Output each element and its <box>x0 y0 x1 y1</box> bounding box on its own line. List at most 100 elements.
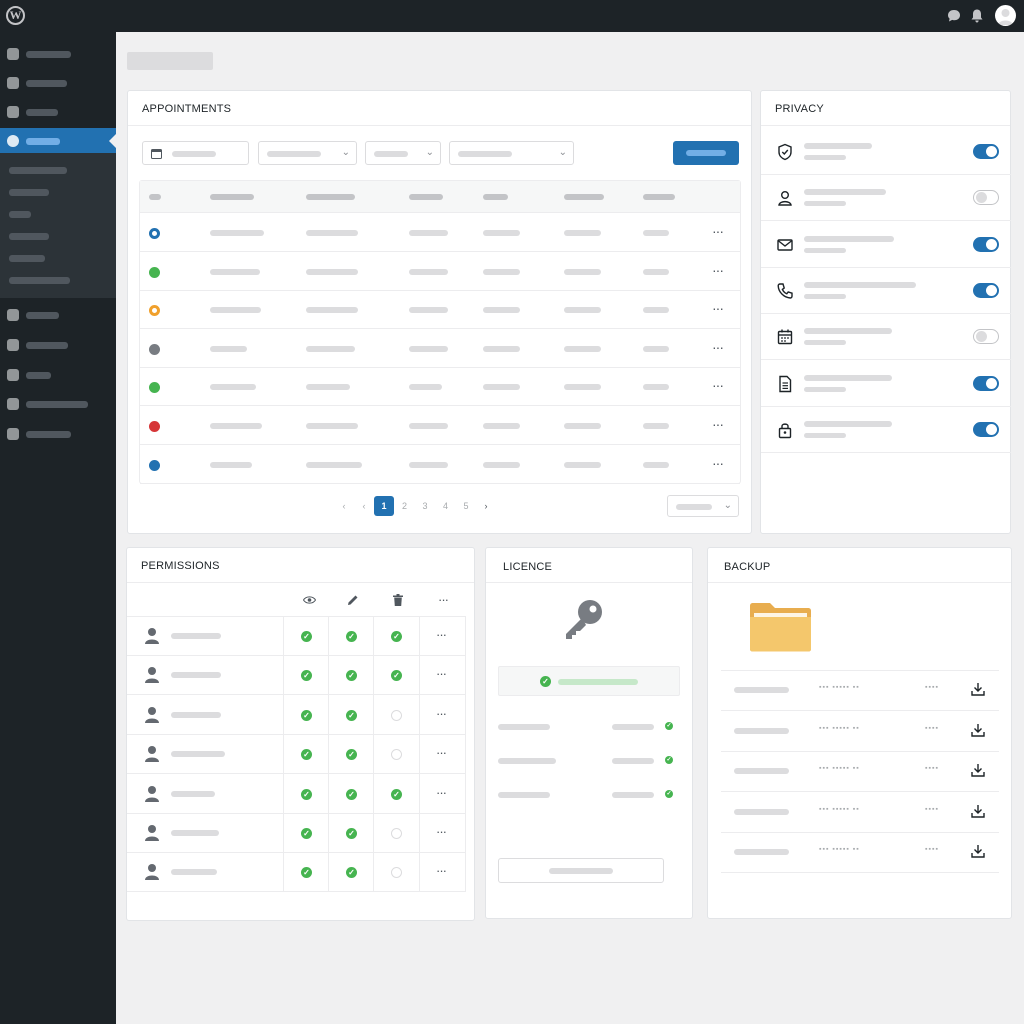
table-row[interactable]: ··· <box>140 330 740 368</box>
pagination-prev-button[interactable]: ‹ <box>362 501 366 511</box>
submenu-item[interactable] <box>9 189 49 196</box>
sidebar-item-9[interactable] <box>0 362 116 388</box>
delete-unchecked[interactable] <box>391 828 402 839</box>
sidebar-submenu <box>0 153 116 298</box>
view-check-icon[interactable]: ✓ <box>301 670 312 682</box>
privacy-toggle[interactable] <box>973 282 999 298</box>
more-icon[interactable]: ··· <box>436 627 447 642</box>
pagination-page-4[interactable]: 4 <box>442 501 448 511</box>
backup-row: ▪▪▪ ▪▪▪▪▪ ▪▪ ▪▪▪▪ <box>721 671 999 711</box>
privacy-toggle[interactable] <box>973 144 999 159</box>
sidebar-item-dashboard[interactable] <box>0 41 116 67</box>
privacy-toggle[interactable] <box>973 190 999 206</box>
view-check-icon[interactable]: ✓ <box>301 867 312 879</box>
delete-unchecked[interactable] <box>391 749 402 761</box>
view-check-icon[interactable]: ✓ <box>301 631 312 642</box>
sidebar-item-3[interactable] <box>0 99 116 125</box>
delete-check-icon[interactable]: ✓ <box>391 670 402 682</box>
check-icon: ✓ <box>665 722 673 730</box>
submenu-item[interactable] <box>9 167 67 174</box>
delete-check-icon[interactable]: ✓ <box>391 788 402 800</box>
search-icon <box>7 309 19 321</box>
sidebar-item-7[interactable] <box>0 302 116 328</box>
delete-unchecked[interactable] <box>391 709 402 721</box>
view-check-icon[interactable]: ✓ <box>301 749 312 761</box>
delete-unchecked[interactable] <box>391 867 402 879</box>
privacy-toggle[interactable] <box>973 375 999 391</box>
row-actions-button[interactable]: ··· <box>712 377 724 394</box>
more-icon[interactable]: ··· <box>436 705 447 721</box>
row-actions-button[interactable]: ··· <box>712 416 724 432</box>
edit-check-icon[interactable]: ✓ <box>346 788 357 800</box>
submenu-item[interactable] <box>9 233 49 240</box>
date-filter[interactable] <box>142 141 249 165</box>
download-icon[interactable] <box>971 682 985 696</box>
privacy-toggle[interactable] <box>973 421 999 437</box>
filter-apply-button[interactable] <box>673 141 739 165</box>
wordpress-logo-icon[interactable]: W <box>6 6 25 25</box>
view-check-icon[interactable]: ✓ <box>301 788 312 800</box>
privacy-row <box>761 314 1011 361</box>
edit-check-icon[interactable]: ✓ <box>346 631 357 642</box>
row-actions-button[interactable]: ··· <box>712 300 724 317</box>
privacy-title: PRIVACY <box>775 103 824 115</box>
status-filter[interactable]: ⌄ <box>258 141 357 165</box>
table-row[interactable]: ··· <box>140 407 740 445</box>
table-row[interactable]: ··· <box>140 368 740 407</box>
sidebar-item-10[interactable] <box>0 391 116 417</box>
sidebar-item-11[interactable] <box>0 421 116 447</box>
sidebar-item-2[interactable] <box>0 70 116 96</box>
licence-action-button[interactable] <box>498 858 664 883</box>
more-icon[interactable]: ··· <box>436 863 447 879</box>
sidebar-item-active[interactable] <box>0 128 116 154</box>
row-actions-button[interactable]: ··· <box>712 338 724 355</box>
view-check-icon[interactable]: ✓ <box>301 828 312 839</box>
user-icon <box>145 746 159 763</box>
download-icon[interactable] <box>971 723 985 737</box>
more-icon[interactable]: ··· <box>436 784 447 800</box>
user-avatar[interactable] <box>995 5 1016 26</box>
download-icon[interactable] <box>971 763 985 777</box>
per-page-select[interactable]: ⌄ <box>667 495 739 517</box>
pagination-next-button[interactable]: › <box>484 501 488 511</box>
table-row[interactable]: ··· <box>140 253 740 291</box>
edit-check-icon[interactable]: ✓ <box>346 749 357 761</box>
row-actions-button[interactable]: ··· <box>712 454 724 471</box>
pagination-first-button[interactable]: ‹ <box>342 501 346 511</box>
row-actions-button[interactable]: ··· <box>712 223 724 239</box>
download-icon[interactable] <box>971 804 985 818</box>
edit-check-icon[interactable]: ✓ <box>346 828 357 839</box>
more-icon[interactable]: ··· <box>436 666 447 682</box>
pagination-page-1[interactable]: 1 <box>374 496 394 516</box>
staff-filter[interactable]: ⌄ <box>449 141 574 165</box>
appointments-card: APPOINTMENTS ⌄ ⌄ ⌄ ··· ··· ··· ··· ··· ··· ···… <box>127 90 752 534</box>
submenu-item[interactable] <box>9 211 31 218</box>
view-check-icon[interactable]: ✓ <box>301 709 312 721</box>
edit-check-icon[interactable]: ✓ <box>346 709 357 721</box>
row-actions-button[interactable]: ··· <box>712 261 724 278</box>
sidebar-item-8[interactable] <box>0 332 116 358</box>
table-row[interactable]: ··· <box>140 214 740 252</box>
backup-row: ▪▪▪ ▪▪▪▪▪ ▪▪ ▪▪▪▪ <box>721 752 999 792</box>
comments-icon[interactable] <box>946 8 962 24</box>
pagination-page-2[interactable]: 2 <box>401 501 407 511</box>
table-row[interactable]: ··· <box>140 446 740 484</box>
privacy-toggle[interactable] <box>973 329 999 345</box>
service-filter[interactable]: ⌄ <box>365 141 441 165</box>
pagination-page-5[interactable]: 5 <box>463 501 469 511</box>
submenu-item[interactable] <box>9 255 45 262</box>
notifications-bell-icon[interactable] <box>969 8 985 24</box>
more-icon[interactable]: ··· <box>436 745 447 761</box>
backup-row: ▪▪▪ ▪▪▪▪▪ ▪▪ ▪▪▪▪ <box>721 833 999 873</box>
delete-check-icon[interactable]: ✓ <box>391 631 402 642</box>
edit-check-icon[interactable]: ✓ <box>346 867 357 879</box>
submenu-item[interactable] <box>9 277 70 284</box>
status-dot <box>149 266 160 278</box>
download-icon[interactable] <box>971 844 985 858</box>
table-row[interactable]: ··· <box>140 291 740 330</box>
pagination-page-3[interactable]: 3 <box>422 501 428 511</box>
privacy-toggle[interactable] <box>973 236 999 252</box>
edit-check-icon[interactable]: ✓ <box>346 670 357 682</box>
more-icon[interactable]: ··· <box>436 824 447 839</box>
privacy-row <box>761 129 1011 175</box>
